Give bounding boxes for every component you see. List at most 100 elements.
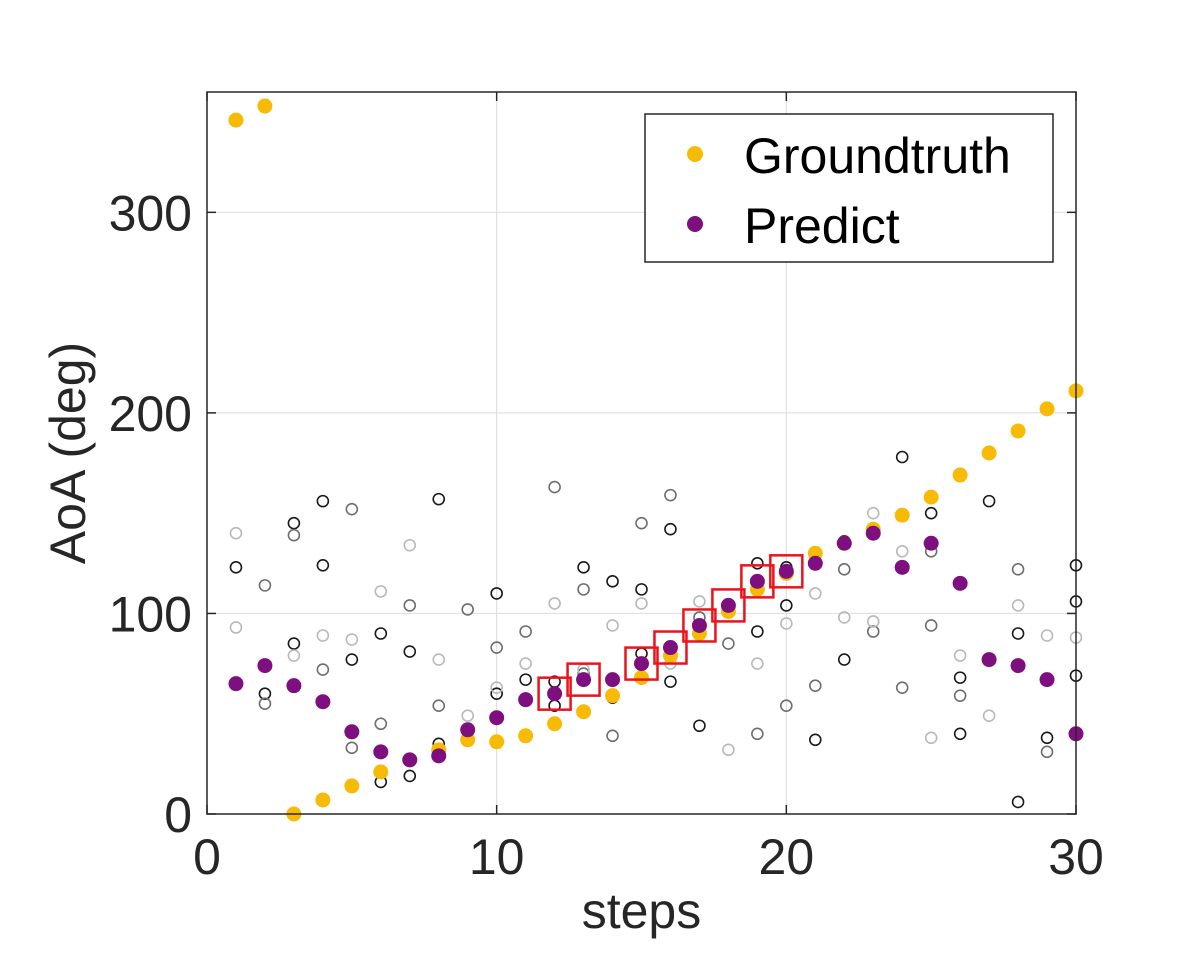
- predict-point: [865, 525, 881, 541]
- candidate-point: [374, 627, 388, 640]
- candidate-point: [895, 450, 909, 464]
- groundtruth-point: [228, 112, 244, 128]
- candidate-point: [258, 697, 272, 710]
- groundtruth-point: [547, 716, 563, 732]
- predict-point: [576, 672, 592, 688]
- candidate-point: [287, 516, 301, 530]
- candidate-point: [1011, 795, 1025, 809]
- candidate-point: [982, 494, 996, 508]
- candidate-point: [751, 657, 764, 670]
- candidate-point: [258, 579, 272, 592]
- candidate-point: [1011, 599, 1025, 612]
- predict-point: [720, 597, 736, 613]
- candidate-point: [577, 561, 590, 574]
- legend-groundtruth-label: Groundtruth: [744, 128, 1011, 184]
- candidate-point: [519, 657, 532, 670]
- candidate-point: [866, 615, 880, 628]
- candidate-point: [461, 603, 475, 616]
- candidate-points: [229, 450, 1083, 809]
- candidate-point: [780, 617, 793, 630]
- predict-point: [489, 710, 505, 726]
- predict-point: [807, 555, 823, 571]
- highlight-box: [566, 662, 601, 697]
- candidate-point: [548, 480, 561, 494]
- candidate-point: [722, 637, 735, 650]
- candidate-point: [403, 769, 417, 783]
- candidate-point: [693, 595, 706, 608]
- candidate-point: [490, 681, 503, 694]
- highlight-boxes: [537, 554, 804, 711]
- y-tick-label: 200: [109, 386, 192, 442]
- candidate-point: [316, 494, 330, 508]
- candidate-point: [345, 653, 359, 666]
- candidate-point: [316, 629, 330, 642]
- candidate-point: [953, 649, 967, 662]
- y-axis-label: AoA (deg): [40, 342, 96, 564]
- x-axis-label: steps: [582, 883, 702, 939]
- groundtruth-point: [315, 792, 331, 808]
- predict-point: [749, 573, 765, 589]
- predict-point: [981, 652, 997, 668]
- candidate-point: [258, 687, 272, 700]
- candidate-point: [577, 583, 590, 596]
- legend-predict-label: Predict: [744, 198, 900, 254]
- candidate-point: [316, 663, 330, 676]
- predict-point: [634, 656, 649, 672]
- candidate-point: [924, 506, 938, 520]
- candidate-point: [519, 673, 532, 686]
- y-tick-label: 300: [109, 185, 192, 241]
- candidate-point: [751, 625, 764, 638]
- x-tick-label: 0: [193, 829, 221, 885]
- predict-point: [315, 694, 331, 710]
- x-tick-label: 20: [759, 829, 815, 885]
- candidate-point: [808, 733, 822, 747]
- candidate-point: [403, 599, 417, 612]
- candidate-point: [635, 597, 648, 610]
- candidate-point: [780, 599, 793, 612]
- predict-point: [344, 724, 360, 740]
- candidate-point: [1040, 745, 1054, 759]
- candidate-point: [808, 679, 822, 692]
- predict-point: [1039, 672, 1055, 688]
- candidate-point: [461, 709, 475, 723]
- x-tick-label: 10: [469, 829, 525, 885]
- groundtruth-point: [576, 704, 592, 720]
- candidate-point: [895, 544, 909, 558]
- predict-point: [605, 672, 621, 688]
- candidate-point: [606, 729, 619, 743]
- candidate-point: [519, 625, 532, 638]
- predict-point: [923, 535, 939, 551]
- candidate-point: [780, 699, 793, 713]
- candidate-point: [229, 561, 243, 574]
- candidate-point: [953, 689, 967, 702]
- candidate-point: [345, 633, 359, 646]
- candidate-point: [895, 681, 909, 694]
- candidate-point: [664, 488, 677, 502]
- legend-predict-marker: [687, 216, 703, 232]
- candidate-point: [808, 587, 822, 600]
- predict-point: [778, 563, 794, 579]
- candidate-point: [606, 575, 619, 588]
- candidate-point: [432, 492, 446, 506]
- candidate-point: [1040, 731, 1054, 745]
- candidate-point: [490, 641, 503, 654]
- plot-frame: [206, 91, 1077, 815]
- groundtruth-point: [605, 688, 621, 704]
- groundtruth-point: [344, 778, 360, 794]
- highlight-box: [769, 554, 804, 589]
- groundtruth-point: [489, 734, 505, 750]
- candidate-point: [490, 587, 503, 600]
- candidate-point: [982, 709, 996, 723]
- predict-point: [373, 744, 389, 760]
- groundtruth-point: [894, 507, 910, 523]
- candidate-point: [924, 619, 938, 632]
- candidate-point: [837, 563, 851, 576]
- groundtruth-point: [981, 445, 997, 461]
- predict-point: [894, 559, 910, 575]
- candidate-point: [1011, 563, 1025, 576]
- candidate-point: [751, 727, 764, 741]
- candidate-point: [1011, 627, 1025, 640]
- groundtruth-point: [1010, 423, 1026, 439]
- highlight-box: [653, 630, 688, 665]
- y-tick-label: 100: [109, 586, 192, 642]
